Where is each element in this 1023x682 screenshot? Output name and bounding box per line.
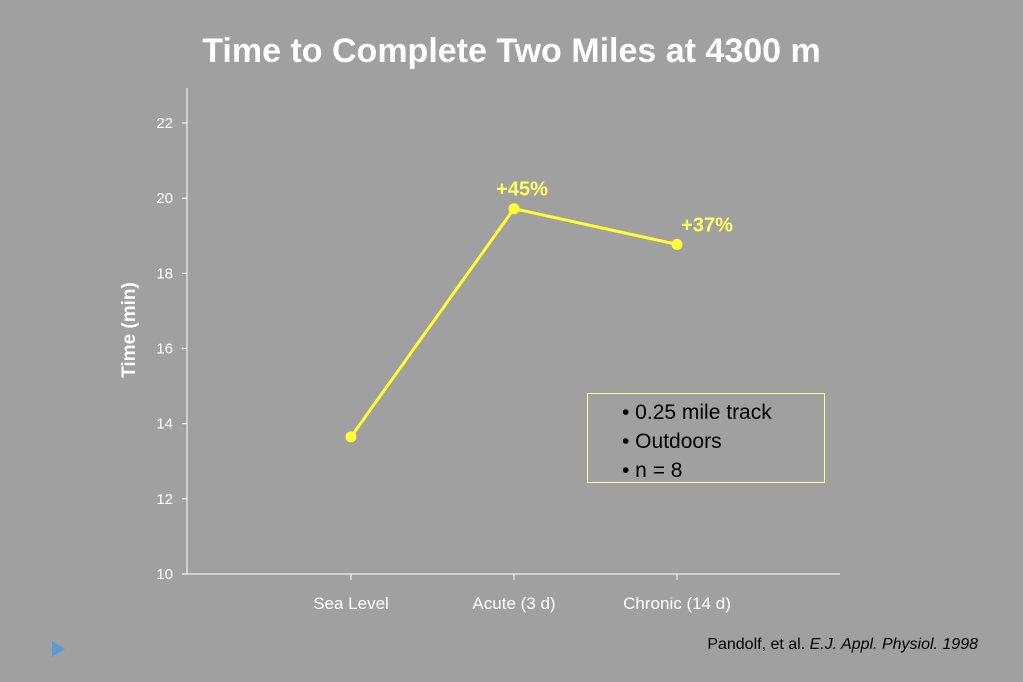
citation-authors: Pandolf, et al. bbox=[707, 636, 806, 653]
y-tick-label: 20 bbox=[156, 190, 173, 207]
data-point bbox=[345, 431, 357, 443]
data-label: +45% bbox=[496, 179, 548, 201]
y-tick-label: 18 bbox=[156, 265, 173, 282]
x-tick-label: Sea Level bbox=[313, 594, 389, 613]
note-item: • Outdoors bbox=[622, 430, 722, 453]
data-label: +37% bbox=[681, 214, 733, 236]
series-time: +45% +37% bbox=[345, 179, 733, 443]
x-tick-label: Acute (3 d) bbox=[472, 594, 555, 613]
y-axis-label: Time (min) bbox=[119, 282, 140, 378]
y-tick-label: 10 bbox=[156, 566, 173, 583]
data-point bbox=[508, 203, 520, 215]
citation: Pandolf, et al. E.J. Appl. Physiol. 1998 bbox=[707, 636, 978, 654]
chart-title: Time to Complete Two Miles at 4300 m bbox=[202, 32, 821, 70]
notes-box: • 0.25 mile track • Outdoors • n = 8 bbox=[587, 393, 825, 483]
y-tick-label: 22 bbox=[156, 115, 173, 132]
y-tick-label: 14 bbox=[156, 416, 173, 433]
divider bbox=[50, 630, 650, 631]
play-arrow-icon[interactable] bbox=[52, 641, 65, 657]
note-item: • 0.25 mile track bbox=[622, 401, 772, 424]
y-tick-label: 12 bbox=[156, 491, 173, 508]
note-item: • n = 8 bbox=[622, 459, 683, 482]
data-point bbox=[671, 238, 683, 250]
citation-journal: E.J. Appl. Physiol. 1998 bbox=[809, 636, 978, 653]
y-tick-label: 16 bbox=[156, 341, 173, 358]
y-axis: 10 12 14 16 18 20 22 bbox=[156, 88, 188, 583]
x-tick-label: Chronic (14 d) bbox=[623, 594, 731, 613]
x-axis: Sea Level Acute (3 d) Chronic (14 d) bbox=[187, 573, 840, 613]
